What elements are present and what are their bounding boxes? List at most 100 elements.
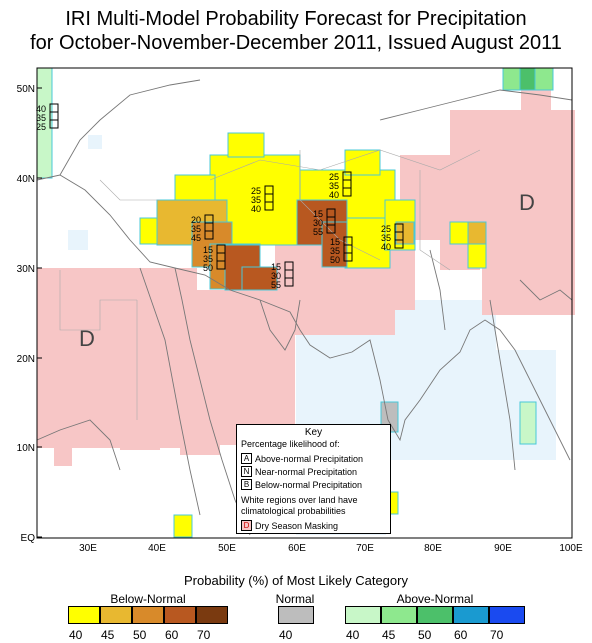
lon-label-80e: 80E [424,543,442,554]
key-text-above: Above-normal Precipitation [255,453,364,464]
box-a: 15 [203,245,213,255]
key-letter-a: A [241,453,252,464]
box-n: 35 [36,113,46,123]
forecast-box: 15 30 55 [271,261,294,290]
box-b: 40 [381,242,391,252]
below-swatch-40 [68,606,100,624]
key-text-below: Below-normal Precipitation [255,479,363,490]
lon-label-90e: 90E [494,543,512,554]
box-a: 15 [330,237,340,247]
map-title-line1: IRI Multi-Model Probability Forecast for… [65,8,527,30]
box-b: 25 [36,122,46,132]
above-swatch-50 [417,606,453,624]
box-a: 25 [329,172,339,182]
key-white-note-2: climatological probabilities [241,506,346,516]
lon-label-30e: 30E [79,543,97,554]
lon-label-50e: 50E [218,543,236,554]
key-white-note-1: White regions over land have [241,495,358,505]
legend-normal-label: Normal [275,592,315,606]
above-tick-45: 45 [382,628,396,642]
dry-label-right: D [519,190,535,215]
above-tick-70: 70 [490,628,504,642]
box-n: 35 [191,224,201,234]
map-key: Key Percentage likelihood of: A Above-no… [236,424,391,534]
map-frame [36,67,573,539]
below-tick-40: 40 [69,628,83,642]
forecast-box: 25 35 40 [381,223,404,252]
forecast-box: 20 35 45 [191,214,214,243]
forecast-box: 15 30 55 [313,208,336,237]
key-title: Key [304,427,323,438]
lon-label-70e: 70E [356,543,374,554]
lat-label-eq: EQ [21,533,36,544]
above-swatch-45 [381,606,417,624]
above-swatch-70 [489,606,525,624]
key-letter-b: B [241,479,252,490]
box-n: 35 [251,195,261,205]
forecast-box: 15 35 50 [330,236,353,265]
box-b: 55 [313,227,323,237]
box-b: 55 [271,280,281,290]
key-letter-n: N [241,466,252,477]
box-n: 35 [330,246,340,256]
forecast-box: 15 35 50 [203,244,226,273]
lat-label-30n: 30N [17,264,35,275]
box-b: 45 [191,233,201,243]
below-60-cells [224,199,348,291]
below-tick-60: 60 [165,628,179,642]
box-a: 15 [271,262,281,272]
below-swatch-70 [196,606,228,624]
lon-label-60e: 60E [288,543,306,554]
box-b: 50 [203,263,213,273]
above-tick-60: 60 [454,628,468,642]
forecast-box: 40 35 25 [36,103,59,132]
above-swatch-40 [345,606,381,624]
box-a: 20 [191,215,201,225]
legend-below-label: Below-Normal [110,592,186,606]
box-a: 40 [36,104,46,114]
above-tick-40: 40 [346,628,360,642]
above-swatch-60 [453,606,489,624]
coastlines [36,79,573,536]
legend-title: Probability (%) of Most Likely Category [184,573,408,588]
forecast-box: 25 35 40 [329,171,352,200]
map-title-line2: for October-November-December 2011, Issu… [30,32,562,54]
box-n: 35 [203,254,213,264]
key-subtitle: Percentage likelihood of: [241,439,340,449]
lat-label-10n: 10N [17,443,35,454]
lat-label-20n: 20N [17,354,35,365]
box-a: 25 [251,186,261,196]
below-tick-45: 45 [101,628,115,642]
box-n: 30 [271,271,281,281]
box-n: 35 [381,233,391,243]
box-b: 50 [330,255,340,265]
lon-label-40e: 40E [148,543,166,554]
above-tick-50: 50 [418,628,432,642]
below-swatch-60 [164,606,196,624]
box-n: 30 [313,218,323,228]
lat-label-50n: 50N [17,84,35,95]
legend-above-label: Above-Normal [396,592,474,606]
lat-label-40n: 40N [17,174,35,185]
lon-label-100e: 100E [559,543,583,554]
below-swatch-50 [132,606,164,624]
box-a: 15 [313,209,323,219]
key-row-near: N Near-normal Precipitation [241,466,357,477]
forecast-box: 25 35 40 [251,185,274,214]
below-swatch-45 [100,606,132,624]
normal-tick-40: 40 [279,628,293,642]
box-b: 40 [329,190,339,200]
key-letter-d: D [241,520,252,531]
normal-swatch-40 [278,606,314,624]
box-b: 40 [251,204,261,214]
dry-label-left: D [79,326,95,351]
key-text-dry: Dry Season Masking [255,520,339,531]
dry-season-mask [37,90,575,466]
below-tick-70: 70 [197,628,211,642]
key-row-dry: D Dry Season Masking [241,520,338,531]
key-text-near: Near-normal Precipitation [255,466,358,477]
key-row-above: A Above-normal Precipitation [241,453,363,464]
below-tick-50: 50 [133,628,147,642]
box-n: 35 [329,181,339,191]
